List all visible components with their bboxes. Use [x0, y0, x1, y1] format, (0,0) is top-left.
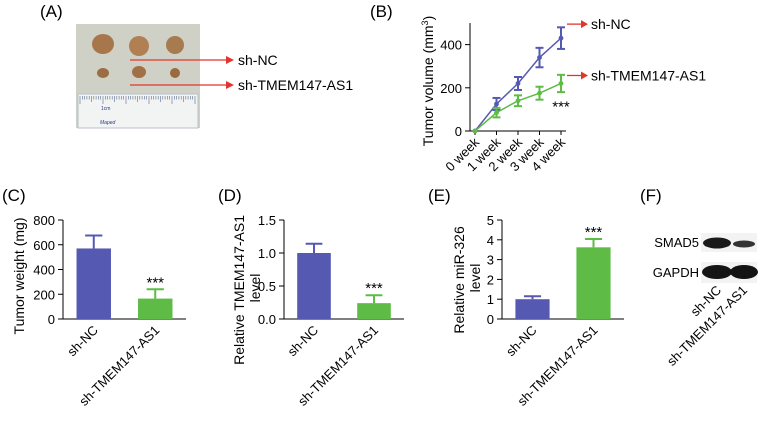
y-axis-title: Tumor volume (mm3): [420, 16, 436, 147]
legend-arrow-head: [581, 71, 588, 80]
ylabel-line-2: level: [247, 274, 263, 303]
data-point: [494, 110, 499, 116]
y-tick-label: 200: [440, 81, 462, 96]
tumor-kd-3: [170, 68, 180, 78]
panel-label-c: (C): [2, 186, 26, 205]
y-tick-label: 600: [33, 238, 55, 253]
band-label-smad5: SMAD5: [654, 235, 699, 250]
y-tick-label: 0: [455, 124, 462, 139]
y-tick-label: 1.5: [258, 213, 276, 228]
data-point: [537, 90, 542, 96]
data-point: [558, 35, 564, 41]
tumor-nc-3: [166, 36, 184, 54]
ylabel-line-1: Relative miR-326: [451, 226, 467, 334]
svg-text:Tumor volume (mm3): Tumor volume (mm3): [420, 16, 436, 147]
mir326-level-chart: Relative miR-326 level 012345sh-NCsh-TME…: [451, 213, 624, 409]
tumor-nc-2: [129, 36, 149, 56]
y-tick-label: 5: [487, 213, 494, 228]
legend-arrow-head: [581, 20, 588, 29]
band-label-gapdh: GAPDH: [653, 265, 699, 280]
ruler-ticks: [79, 96, 196, 104]
significance-label: ***: [585, 224, 603, 241]
tumor-nc-1: [92, 34, 114, 54]
data-point: [472, 128, 478, 134]
y-tick-label: 0: [48, 312, 55, 327]
y-tick-label: 400: [440, 38, 462, 53]
panel-label-b: (B): [370, 2, 393, 21]
tumor-weight-chart: Tumor weight (mg) 0200400600800sh-NCsh-T…: [11, 213, 186, 409]
y-tick-label: 0.5: [258, 279, 276, 294]
arrow-label-kd: sh-TMEM147-AS1: [238, 77, 353, 93]
y-axis-title: Relative miR-326 level: [451, 222, 483, 333]
arrow-head-kd: [226, 81, 234, 89]
panel-label-f: (F): [640, 186, 662, 205]
y-tick-label: 2: [487, 272, 494, 287]
x-tick-label: sh-NC: [64, 323, 101, 360]
band-smad5-nc: [703, 237, 731, 249]
panel-label-d: (D): [218, 186, 242, 205]
bar-sh-nc: [76, 248, 111, 319]
tumor-kd-1: [97, 68, 109, 78]
data-point: [537, 55, 542, 60]
ylabel-line-2: level: [467, 264, 483, 293]
data-point: [494, 101, 499, 107]
panel-label-a: (A): [40, 2, 63, 21]
y-axis-title: Tumor weight (mg): [11, 218, 27, 335]
y-tick-label: 1: [487, 292, 494, 307]
y-tick-label: 0.0: [258, 312, 276, 327]
y-axis-title: Relative TMEM147-AS1 level: [231, 211, 263, 365]
y-tick-label: 3: [487, 253, 494, 268]
y-tick-label: 200: [33, 287, 55, 302]
western-blot: SMAD5 GAPDH sh-NC sh-TMEM147-AS1: [653, 233, 758, 369]
ylabel-base: Tumor volume (mm: [420, 25, 436, 146]
ylabel-line-1: Relative TMEM147-AS1: [231, 215, 247, 365]
arrow-label-nc: sh-NC: [238, 52, 278, 68]
ruler: [77, 93, 199, 129]
data-point: [515, 81, 521, 86]
ylabel-sup: 3: [420, 20, 430, 25]
panel-label-e: (E): [428, 186, 451, 205]
bar-sh-tmem147-as1: [138, 298, 173, 319]
bar-sh-nc: [297, 253, 331, 319]
significance-label: ***: [552, 98, 570, 115]
tumor-kd-2: [132, 66, 146, 78]
ylabel-close: ): [420, 16, 436, 21]
y-tick-label: 1.0: [258, 246, 276, 261]
significance-label: ***: [365, 280, 383, 297]
arrow-head-nc: [226, 56, 234, 64]
ruler-unit-label: 1cm: [101, 106, 110, 112]
y-tick-label: 0: [487, 312, 494, 327]
significance-label: ***: [146, 274, 164, 291]
band-gapdh-kd: [730, 265, 758, 279]
y-tick-label: 400: [33, 263, 55, 278]
ruler-brand-label: Maped: [100, 120, 116, 126]
tumor-photo: 1cm Maped sh-NC sh-TMEM147-AS1: [76, 24, 353, 129]
bar-sh-tmem147-as1: [357, 303, 391, 319]
data-point: [515, 98, 521, 104]
bar-sh-tmem147-as1: [576, 247, 611, 319]
x-tick-label: sh-NC: [284, 323, 321, 360]
band-smad5-kd: [733, 240, 755, 248]
legend-label: sh-TMEM147-AS1: [591, 67, 706, 83]
legend-label: sh-NC: [591, 16, 631, 32]
tmem147-level-chart: Relative TMEM147-AS1 level 0.0 0.5 1.0 1.5 s…: [231, 211, 404, 409]
y-tick-label: 4: [487, 233, 494, 248]
data-point: [558, 81, 564, 86]
y-tick-label: 800: [33, 213, 55, 228]
band-gapdh-nc: [702, 265, 732, 279]
x-tick-label: sh-NC: [503, 323, 540, 360]
bar-sh-nc: [515, 299, 550, 319]
